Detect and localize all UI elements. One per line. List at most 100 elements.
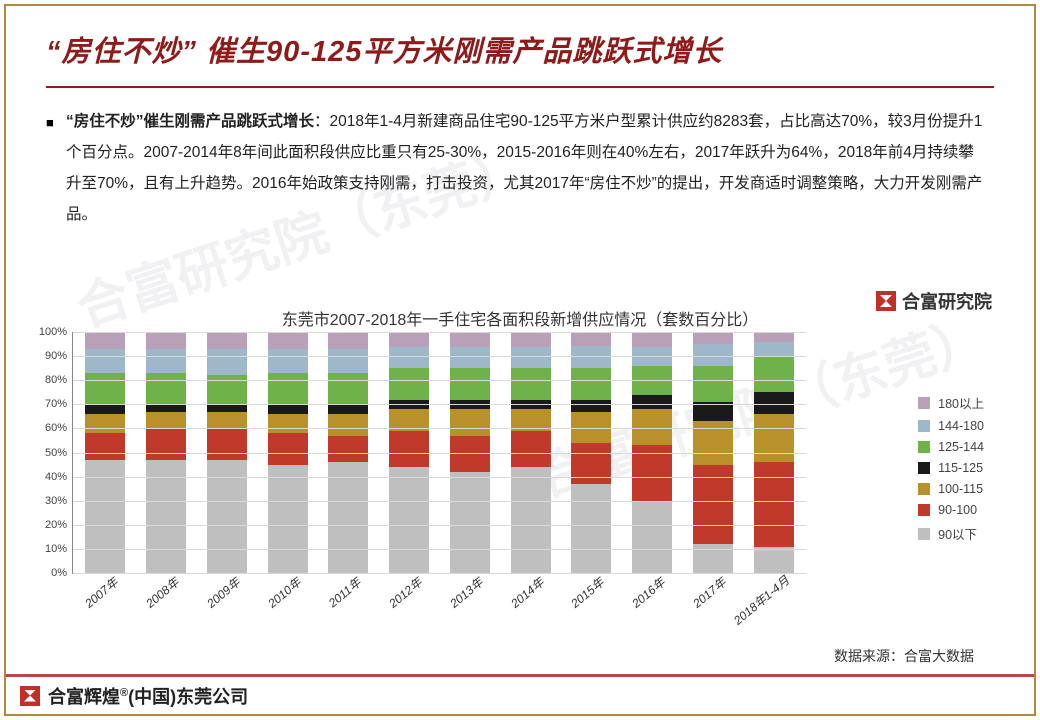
bar-segment [632, 332, 672, 346]
gridline [73, 453, 806, 454]
chart-plot-area: 2007年2008年2009年2010年2011年2012年2013年2014年… [72, 332, 806, 574]
bar-segment [571, 346, 611, 368]
bar-segment [754, 414, 794, 462]
gridline [73, 573, 806, 574]
bar-segment [85, 332, 125, 349]
bar-segment [207, 412, 247, 429]
bar-segment [511, 347, 551, 369]
bar-segment [85, 404, 125, 414]
bar-segment [389, 467, 429, 573]
gridline [73, 549, 806, 550]
y-axis-label: 10% [45, 543, 73, 555]
bar-segment [207, 404, 247, 411]
gridline [73, 428, 806, 429]
bar-segment [85, 373, 125, 404]
bar-segment [632, 395, 672, 409]
bar-segment [268, 349, 308, 373]
legend-item: 125-144 [918, 440, 984, 454]
bar-segment [268, 373, 308, 404]
bar-segment [207, 349, 247, 376]
bar-segment [571, 484, 611, 573]
y-axis-label: 90% [45, 350, 73, 362]
bar-segment [632, 409, 672, 445]
bar-segment [268, 404, 308, 414]
bar-segment [693, 344, 733, 366]
bar-segment [146, 349, 186, 373]
y-axis-label: 40% [45, 471, 73, 483]
bar-segment [146, 332, 186, 349]
bar-segment [450, 368, 490, 399]
legend-label: 115-125 [938, 461, 983, 475]
bar-segment [571, 332, 611, 346]
bar-segment [632, 445, 672, 500]
gridline [73, 356, 806, 357]
bar-segment [146, 428, 186, 459]
bar-segment [207, 332, 247, 349]
bar-segment [450, 347, 490, 369]
legend-item: 100-115 [918, 482, 984, 496]
bar-segment [389, 332, 429, 346]
legend-swatch [918, 504, 930, 516]
bar-segment [511, 332, 551, 346]
bar-segment [571, 400, 611, 412]
slide-frame: 合富研究院（东莞） 合富研究院（东莞） “房住不炒” 催生90-125平方米刚需… [4, 4, 1036, 716]
bar-segment [571, 412, 611, 443]
footer-bar: 合富辉煌®(中国)东莞公司 [6, 674, 1034, 714]
y-axis-label: 100% [39, 326, 73, 338]
x-axis-label: 2018年1-4月 [729, 572, 792, 629]
title-bar: “房住不炒” 催生90-125平方米刚需产品跳跃式增长 [6, 6, 1034, 78]
bar-segment [146, 412, 186, 429]
legend-item: 90以下 [918, 524, 984, 543]
data-source-label: 数据来源：合富大数据 [834, 646, 974, 666]
y-axis-label: 50% [45, 447, 73, 459]
bar-segment [268, 332, 308, 349]
bar-segment [328, 414, 368, 436]
page-title: “房住不炒” 催生90-125平方米刚需产品跳跃式增长 [46, 28, 994, 70]
body-paragraph: “房住不炒”催生刚需产品跳跃式增长：2018年1-4月新建商品住宅90-125平… [6, 88, 1034, 230]
bar-segment [450, 332, 490, 346]
bar-segment [754, 342, 794, 356]
bar-segment [85, 349, 125, 373]
bar-segment [450, 472, 490, 573]
y-axis-label: 80% [45, 374, 73, 386]
x-axis-label: 2014年 [507, 574, 548, 612]
bar-segment [754, 547, 794, 574]
bar-segment [85, 433, 125, 460]
x-axis-label: 2017年 [689, 574, 730, 612]
bar-segment [571, 368, 611, 399]
legend-item: 144-180 [918, 419, 984, 433]
y-axis-label: 20% [45, 519, 73, 531]
x-axis-label: 2012年 [385, 574, 426, 612]
bar-segment [389, 347, 429, 369]
bar-segment [511, 368, 551, 399]
footer-logo-icon [20, 686, 40, 706]
chart-container: 东莞市2007-2018年一手住宅各面积段新增供应情况（套数百分比） 2007年… [34, 306, 1006, 650]
bar-segment [146, 404, 186, 411]
bar-segment [328, 349, 368, 373]
bar-segment [328, 462, 368, 573]
bar-segment [268, 465, 308, 573]
bar-segment [511, 431, 551, 467]
gridline [73, 404, 806, 405]
legend-label: 125-144 [938, 440, 984, 454]
x-axis-label: 2016年 [628, 574, 669, 612]
legend-item: 180以上 [918, 393, 984, 412]
legend-label: 90-100 [938, 503, 977, 517]
bar-segment [268, 414, 308, 433]
gridline [73, 332, 806, 333]
x-axis-label: 2011年 [325, 574, 365, 611]
x-axis-label: 2015年 [567, 574, 608, 612]
gridline [73, 525, 806, 526]
legend-swatch [918, 462, 930, 474]
legend-item: 90-100 [918, 503, 984, 517]
legend-item: 115-125 [918, 461, 984, 475]
legend-swatch [918, 441, 930, 453]
legend-label: 180以上 [938, 393, 984, 412]
x-axis-label: 2007年 [81, 574, 122, 612]
bar-segment [328, 332, 368, 349]
bar-segment [328, 373, 368, 404]
legend-swatch [918, 420, 930, 432]
legend-swatch [918, 397, 930, 409]
paragraph-lead: “房住不炒”催生刚需产品跳跃式增长 [66, 113, 314, 130]
bar-segment [511, 467, 551, 573]
